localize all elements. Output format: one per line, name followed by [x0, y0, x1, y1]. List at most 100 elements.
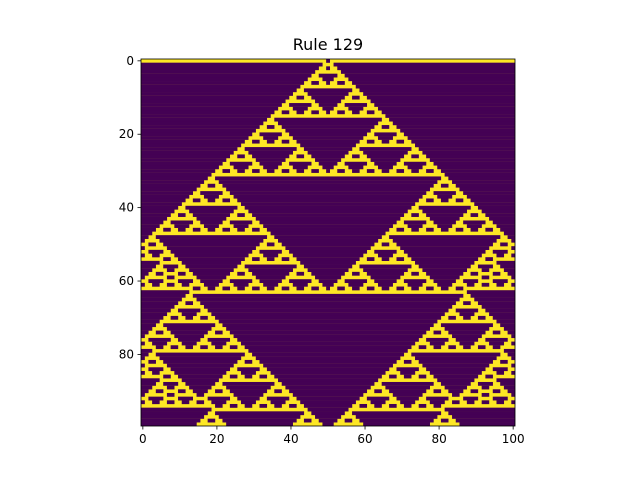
cell-run	[178, 374, 223, 379]
cell-run	[148, 367, 164, 372]
cell-run	[374, 403, 382, 408]
cell-run	[366, 271, 405, 276]
cell-run	[392, 238, 497, 243]
cell-run	[259, 161, 282, 166]
cell-run	[266, 227, 390, 232]
y-tick-label: 40	[119, 201, 134, 215]
cell-run	[141, 319, 160, 324]
cell-run	[155, 271, 164, 276]
cell-run	[281, 169, 290, 173]
cell-run	[459, 422, 516, 427]
cell-run	[181, 378, 219, 383]
cell-run	[148, 359, 156, 364]
cell-run	[141, 70, 316, 74]
cell-run	[474, 297, 516, 302]
cell-run	[418, 359, 493, 364]
cell-run	[366, 169, 375, 173]
cell-run	[448, 315, 456, 320]
cell-run	[363, 150, 408, 155]
cell-run	[166, 392, 175, 397]
cell-run	[141, 77, 308, 82]
cell-run	[440, 183, 449, 188]
cell-run	[429, 341, 445, 346]
cell-run	[433, 389, 442, 394]
axes-frame	[140, 58, 516, 427]
cell-run	[141, 150, 234, 155]
cell-run	[422, 268, 468, 273]
cell-run	[192, 198, 201, 203]
cell-run	[252, 271, 290, 276]
cell-run	[426, 169, 434, 173]
cell-run	[270, 400, 286, 405]
cell-run	[318, 73, 338, 78]
cell-run	[400, 370, 416, 375]
cell-run	[511, 370, 516, 375]
cell-run	[163, 227, 171, 232]
cell-run	[296, 169, 305, 173]
cell-run	[141, 323, 156, 328]
cell-run	[141, 84, 301, 89]
cell-run	[363, 268, 408, 273]
cell-run	[418, 205, 471, 210]
cell-run	[322, 77, 334, 82]
cell-run	[426, 213, 464, 217]
cell-run	[433, 330, 442, 335]
cell-run	[389, 117, 516, 122]
cell-run	[463, 396, 479, 401]
cell-run	[492, 220, 516, 225]
cell-run	[141, 253, 145, 258]
cell-run	[141, 136, 249, 140]
cell-run	[337, 81, 345, 85]
cell-run	[418, 264, 471, 269]
cell-run	[500, 264, 516, 269]
cell-run	[503, 385, 516, 390]
cell-run	[222, 227, 231, 232]
cell-run	[422, 209, 468, 214]
cell-run	[463, 279, 479, 284]
cell-run	[374, 279, 397, 284]
cell-run	[237, 169, 245, 173]
cell-run	[477, 301, 516, 306]
cell-run	[511, 356, 516, 361]
cell-run	[315, 99, 342, 104]
cell-run	[348, 77, 516, 82]
cell-run	[511, 253, 516, 258]
cell-run	[496, 370, 505, 375]
cell-run	[237, 213, 245, 217]
cell-run	[374, 389, 382, 394]
cell-run	[407, 224, 423, 228]
cell-run	[141, 220, 164, 225]
cell-run	[166, 275, 175, 280]
cell-run	[185, 264, 238, 269]
cell-run	[211, 400, 227, 405]
cell-run	[248, 348, 408, 353]
cell-run	[141, 194, 190, 199]
cell-run	[359, 418, 434, 423]
cell-run	[141, 378, 160, 383]
cell-run	[337, 66, 516, 71]
cell-run	[289, 103, 312, 107]
cell-run	[141, 110, 275, 115]
cell-run	[259, 359, 397, 364]
cell-run	[148, 396, 164, 401]
cell-run	[355, 414, 438, 419]
cell-run	[381, 381, 434, 386]
cell-run	[411, 352, 501, 357]
heatmap-cells	[141, 59, 516, 427]
cell-run	[496, 253, 505, 258]
cell-run	[148, 279, 164, 284]
cell-run	[289, 249, 368, 254]
cell-run	[437, 194, 453, 199]
cell-run	[492, 249, 508, 254]
cell-run	[377, 136, 393, 140]
cell-run	[244, 147, 297, 151]
cell-run	[455, 337, 479, 342]
cell-run	[170, 249, 253, 254]
cell-run	[422, 363, 490, 368]
cell-run	[303, 403, 353, 408]
cell-run	[141, 290, 190, 295]
cell-run	[159, 356, 242, 361]
cell-run	[266, 125, 275, 129]
cell-run	[311, 110, 319, 115]
cell-run	[466, 224, 482, 228]
